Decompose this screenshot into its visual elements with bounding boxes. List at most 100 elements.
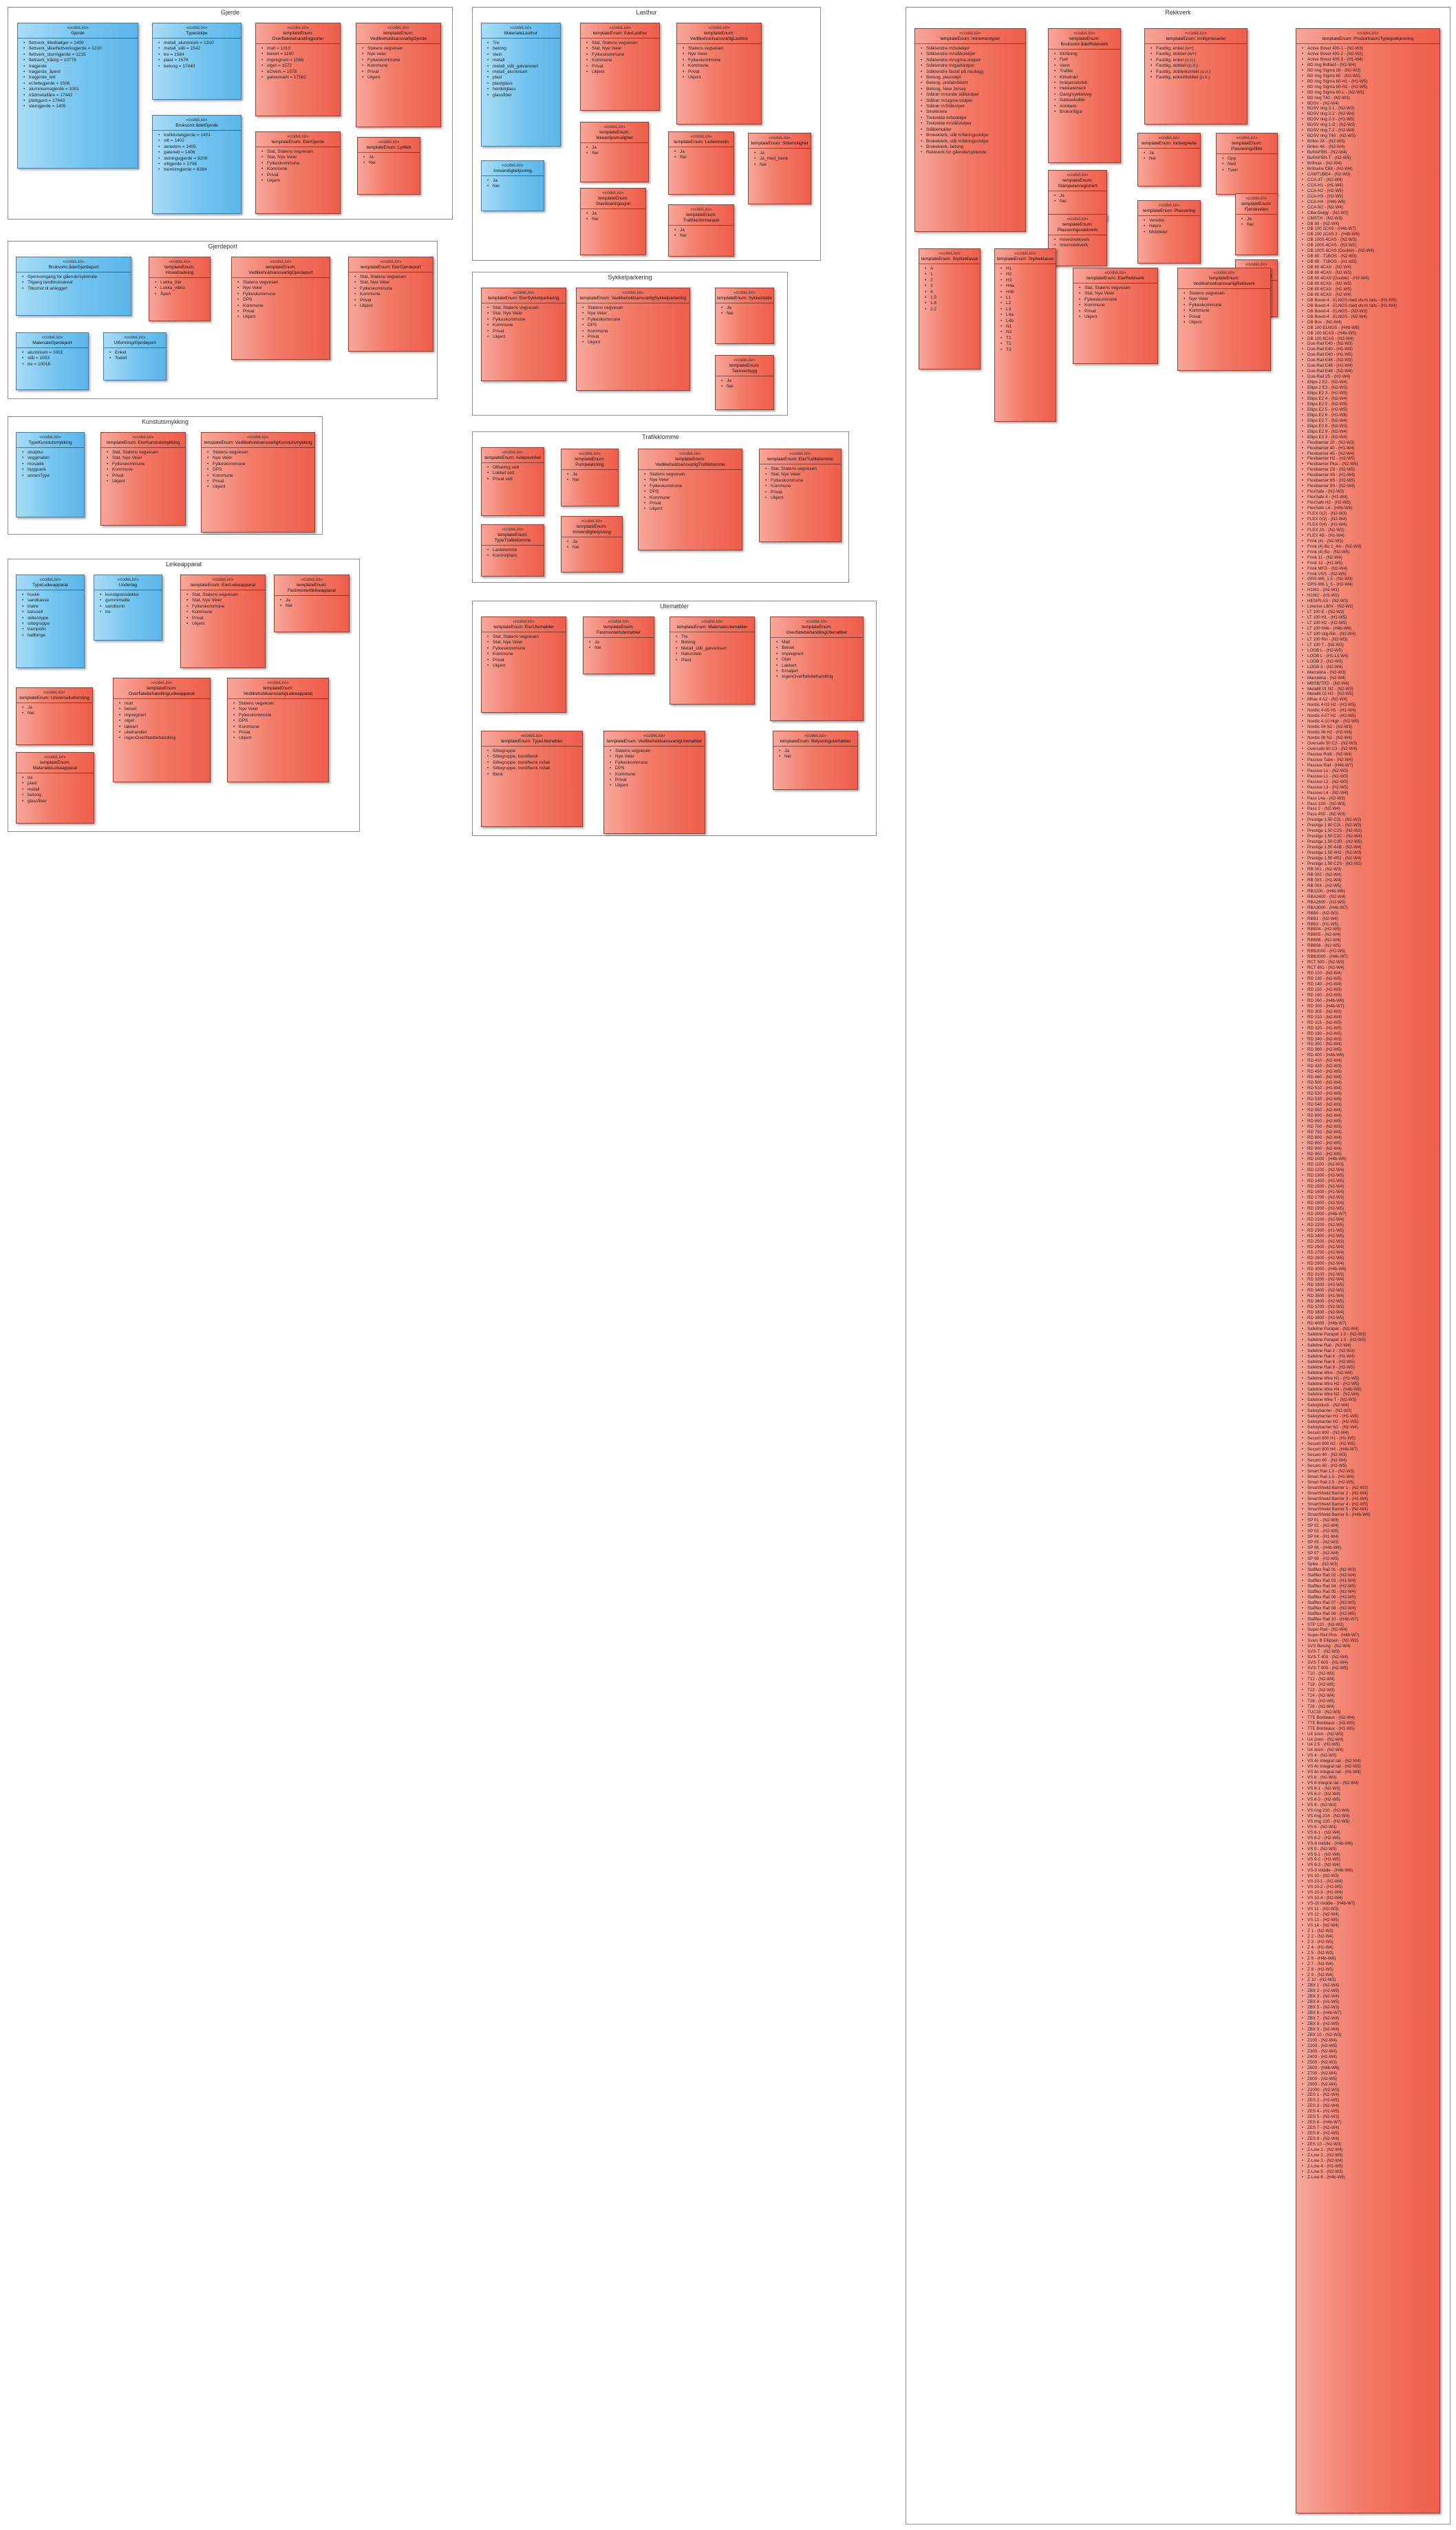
- codelist-vedlikeholdsansvarliggjerdeport[interactable]: «codeList» templateEnum: Vedlikeholdsansv…: [231, 257, 330, 360]
- codelist-eierrekkverk[interactable]: «codeList»templateEnum: EierRekkverkStat…: [1073, 268, 1158, 364]
- codelist-bruksomr-detrekkverk[interactable]: «codeList» templateEnum: Bruksomr.ådetRek…: [1048, 28, 1121, 163]
- class-name: templateEnum: VedlikeholdsansvarligTrafi…: [655, 457, 725, 467]
- enum-literal: RBB2000 - (H2-W5): [1299, 949, 1438, 954]
- codelist-staviliseringssjon[interactable]: «codeList» templateEnum: Staviliseringssj…: [580, 188, 646, 255]
- codelist-eiersykkelparkering[interactable]: «codeList» templateEnum: EierSykkelparker…: [481, 288, 566, 381]
- codelist-universellutforming[interactable]: «codeList» templateEnum: Universellutform…: [16, 687, 93, 745]
- enum-literal: tre: [19, 775, 92, 781]
- class-stereotype: «codeList»: [1245, 262, 1267, 267]
- codelist-eiergjerde[interactable]: «codeList»templateEnum: EierGjerdeStat, …: [255, 131, 341, 214]
- codelist-styrkeklasse[interactable]: «codeList»templateEnum: StyrkeklasseA123…: [919, 248, 981, 369]
- codelist-vedlikeholdsansvarligsykkelparkering[interactable]: «codeList» templateEnum: Vedlikeholdsansv…: [576, 288, 690, 391]
- codelist-sittemulighet[interactable]: «codeList»templateEnum: SittemulighetJaJ…: [748, 133, 811, 204]
- enum-literal: VS 4c Integral rail - (H2-W5): [1299, 1764, 1438, 1770]
- enum-literal: A: [922, 266, 978, 272]
- class-stereotype: «codeList»: [132, 435, 154, 440]
- enum-literal: RD 530 - (H2-W5): [1299, 1097, 1438, 1102]
- codelist-vedlikeholdsansvarligrekkverk[interactable]: «codeList» templateEnum: Vedlikeholdsansv…: [1177, 268, 1271, 371]
- codelist-bruksomr-detgjerde[interactable]: «codeList»Bruksomr.ådetGjerdetrafikkstøt…: [152, 115, 242, 214]
- enum-literal: Tilgang landbruksareal: [19, 280, 129, 286]
- codelist-vedlikeholdsansvarligutem-bler[interactable]: «codeList» templateEnum: Vedlikeholdsansv…: [603, 731, 705, 834]
- codelist-underlag[interactable]: «codeList»Underlagkunstgressdekkegummima…: [94, 575, 162, 641]
- codelist-bruksomr-detgjerdeport[interactable]: «codeList»Bruksomr.ådetGjerdeportGjennom…: [16, 257, 131, 316]
- enum-literal: Fylkeskommune: [352, 286, 431, 292]
- codelist-fastmontertutem-bler[interactable]: «codeList» templateEnum: Fastmontertutemø…: [583, 617, 654, 674]
- codelist-pumpel-sning[interactable]: «codeList»templateEnum: PumpeløsningJaNe…: [561, 449, 619, 506]
- enum-literal: Duo-Rail E40 - (H1-W5): [1299, 352, 1438, 358]
- codelist-belysningutem-bler[interactable]: «codeList» templateEnum: Belysningutemøbl…: [773, 731, 858, 790]
- enum-literal: SVS-T - (N2-W3): [1299, 1649, 1438, 1655]
- codelist-materialeutem-bler[interactable]: «codeList» templateEnum: MaterialeUtemøbl…: [670, 617, 755, 705]
- codelist-vedlikeholdsansvarligleikeapparat[interactable]: «codeList» templateEnum: Vedlikeholdsansv…: [227, 678, 329, 782]
- class-literals: skulpturveggmalerimosaikkbygguerkannenTy…: [17, 448, 84, 480]
- codelist-plasseringsrekkverk[interactable]: «codeList» templateEnum: Plasseringsrekkv…: [1048, 214, 1107, 266]
- codelist-plassering[interactable]: «codeList»templateEnum: PlasseringVenstr…: [1137, 200, 1201, 264]
- codelist-vedlikeholdsansvarliggjerde[interactable]: «codeList» templateEnum: Vedlikeholdsansv…: [356, 23, 441, 127]
- codelist-styrkeklasse[interactable]: «codeList»templateEnum: StyrkeklasseH1H2…: [994, 248, 1056, 422]
- codelist-hovedradning[interactable]: «codeList»templateEnum: HovedradningLukk…: [149, 257, 211, 321]
- codelist-lydtett[interactable]: «codeList»templateEnum: LydtettJaNei: [357, 137, 420, 195]
- class-header: «codeList» templateEnum: Ikkeavlipsmuligh…: [581, 122, 648, 143]
- codelist-ikkeavlipsmulighet[interactable]: «codeList» templateEnum: Ikkeavlipsmuligh…: [580, 122, 649, 182]
- class-stereotype: «codeList»: [41, 335, 63, 340]
- codelist-fjerdeveien[interactable]: «codeList»templateEnum: FjerdeveienJaNei: [1235, 193, 1278, 255]
- codelist-inkrementyper[interactable]: «codeList»templateEnum: InkrementyperStå…: [914, 28, 1026, 232]
- codelist-typekunstutsmykking[interactable]: «codeList»TypeKunstutsmykkingskulpturveg…: [16, 432, 85, 517]
- package-title: Lasthur: [636, 9, 657, 16]
- codelist-eierlasthur[interactable]: «codeList»templateEnum: EierLasthurStat,…: [580, 23, 660, 111]
- class-literals: JaJa_med_benkNei: [749, 149, 811, 169]
- codelist-vedlikeholdsansvarligkunstutsmykking[interactable]: «codeList» templateEnum: Vedlikeholdsansv…: [201, 432, 315, 533]
- codelist-materialelasthur[interactable]: «codeList»MaterialeLasthurTrebetongstein…: [481, 23, 561, 147]
- codelist-materialegjerdeport[interactable]: «codeList»MaterialeGjerdeportaluminium =…: [16, 332, 89, 390]
- codelist-overflatebehandlingporter[interactable]: «codeList» templateEnum: Overflatebehandl…: [255, 23, 341, 116]
- class-name: Gjerde: [71, 31, 85, 36]
- codelist-vedlikeholdsansvarligtrafikklomme[interactable]: «codeList» templateEnum: Vedlikeholdsansv…: [638, 449, 742, 550]
- codelist-vedlikeholdsansvarliglasthur[interactable]: «codeList» templateEnum: Vedlikeholdsansv…: [676, 23, 762, 125]
- codelist-typetrafikklomme[interactable]: «codeList» templateEnum: TypeTrafikklomme…: [481, 524, 544, 577]
- class-stereotype: «codeList»: [679, 451, 701, 456]
- codelist-plasseringsfilter[interactable]: «codeList» templateEnum: Plasseringsfilte…: [1216, 133, 1278, 195]
- class-name: TypeLeikeapparat: [32, 583, 68, 588]
- codelist-st-mpelenregistrert[interactable]: «codeList» templateEnum: Stämpelenregistr…: [1048, 170, 1107, 221]
- enum-literal: Securo 40 - (N2-W3): [1299, 1452, 1438, 1458]
- enum-literal: Ja: [586, 640, 652, 645]
- enum-literal: LT 100 E - (N2-W3): [1299, 610, 1438, 615]
- codelist-utforming-gjerdeport[interactable]: «codeList»Utforming/GjerdeportEnkelTodel…: [103, 332, 167, 380]
- codelist-eierleikeapparat[interactable]: «codeList» templateEnum: EierLeikeapparat…: [180, 575, 266, 668]
- codelist-overflatebehandlingleikeapparat[interactable]: «codeList» templateEnum: Overflatebehandl…: [113, 678, 211, 782]
- enum-literal: tre = 1584: [156, 52, 239, 58]
- codelist-ledeinnretn[interactable]: «codeList»templateEnum: LedeinnretnJaNei: [668, 131, 734, 195]
- codelist-innbegnerie[interactable]: «codeList»templateEnum: InnbegnerieJaNei: [1137, 133, 1201, 186]
- enum-literal: BD ring Sigma 60-H2 - (H2-W5): [1299, 85, 1438, 90]
- codelist-innvendigbelysning[interactable]: «codeList»InnvendigbelysningJaNei: [481, 160, 544, 211]
- codelist-avl-psvinkel[interactable]: «codeList»templateEnum: AvløpsvinkelOffs…: [481, 447, 544, 516]
- codelist-innbyrneserier[interactable]: «codeList»templateEnum: InnbyrneserierFa…: [1144, 28, 1248, 125]
- enum-literal: L1: [998, 295, 1054, 301]
- enum-literal: viltgjerde = 1708: [156, 162, 239, 167]
- codelist-eierkunstutsmykking[interactable]: «codeList» templateEnum: EierKunstutsmykk…: [100, 432, 186, 526]
- codelist-produktnavn-typegodkjenning[interactable]: «codeList» templateEnum: Produktnavn/Type…: [1296, 28, 1440, 2513]
- codelist-trafikkinformasjon[interactable]: «codeList» templateEnum: Trafikkinformasj…: [668, 204, 734, 257]
- enum-literal: Fylkeskommune: [584, 52, 658, 58]
- codelist-fastmontertleikeapparat[interactable]: «codeList» templateEnum: Fastmontertleike…: [274, 575, 350, 632]
- codelist-materialeleikeapparat[interactable]: «codeList» templateEnum: MaterialeLeikeap…: [16, 752, 94, 824]
- enum-literal: SmartShield Barrier 6 - (H4b-W6): [1299, 1512, 1438, 1518]
- codelist-eiertrafikklomme[interactable]: «codeList» templateEnum: EierTrafikklomme…: [759, 449, 842, 542]
- codelist-eierutem-bler[interactable]: «codeList»templateEnum: EierUtemøblerSta…: [481, 617, 566, 713]
- codelist-sykkelstativ[interactable]: «codeList»templateEnum: SykkelstativJaNe…: [715, 288, 774, 344]
- codelist-innvendigbelysning[interactable]: «codeList» templateEnum: Innvendigbelysni…: [561, 516, 623, 572]
- enum-literal: RD 2400 - (H2-W5): [1299, 1234, 1438, 1239]
- class-literals: Statens vegvesenNye VeierFylkeskommuneDP…: [228, 699, 328, 743]
- enum-literal: Prestige 1.50 C2L - (N2-W3): [1299, 817, 1438, 823]
- codelist-typeleikeapparat[interactable]: «codeList»TypeLeikeapparathuskesandkasse…: [16, 575, 85, 668]
- codelist-overflatebehandlingutem-bler[interactable]: «codeList» templateEnum: Overflatebehandl…: [770, 617, 864, 721]
- class-header: «codeList» templateEnum: Overflatebehandl…: [256, 23, 340, 44]
- codelist-typestolpe[interactable]: «codeList»Typestolpemetall_aluminium = 1…: [152, 23, 242, 100]
- enum-literal: RD 1400 - (H2-W5): [1299, 1179, 1438, 1184]
- codelist-typeutem-bler[interactable]: «codeList»templateEnum: TypeUtemøblerSit…: [481, 731, 583, 827]
- codelist-gjerde[interactable]: «codeList»Gjerdeflettverk_lilledbølger =…: [17, 23, 138, 169]
- enum-literal: VS 13 - (H2-W5): [1299, 1918, 1438, 1923]
- codelist-takoverbygg[interactable]: «codeList»templateEnum: TakoverbyggJaNei: [715, 355, 774, 410]
- class-name: templateEnum: TypeTrafikklomme: [494, 533, 531, 543]
- codelist-eiergjerdeport[interactable]: «codeList»templateEnum: EierGjerdeportSt…: [348, 257, 433, 352]
